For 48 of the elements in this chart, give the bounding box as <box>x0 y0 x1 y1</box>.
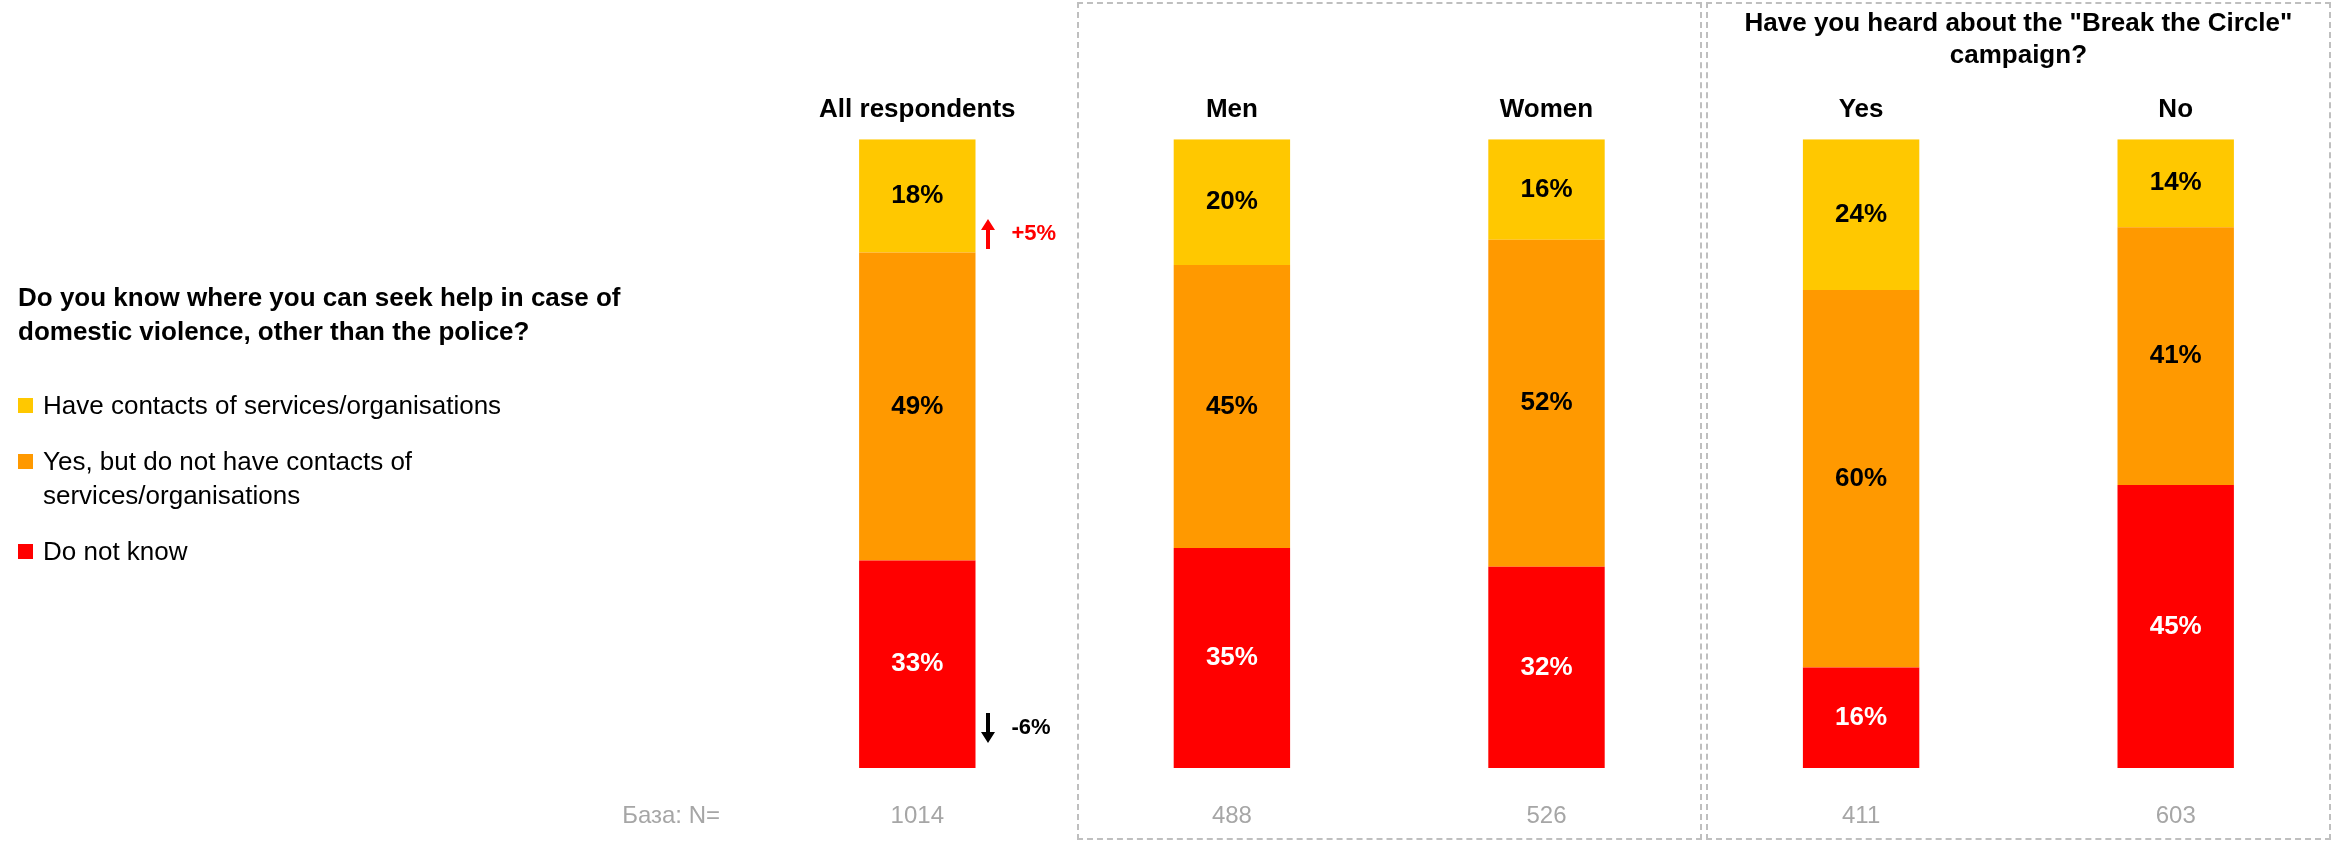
x-tick-label: No <box>2158 92 2194 123</box>
data-label: 45% <box>2149 609 2202 640</box>
x-tick-label: Yes <box>1838 92 1884 123</box>
data-label: 24% <box>1835 197 1888 228</box>
bar <box>859 139 976 253</box>
legend-label: Have contacts of services/organisations <box>43 389 502 422</box>
bar <box>1488 139 1605 240</box>
data-label: 33% <box>891 647 944 678</box>
data-label: 60% <box>1835 461 1888 492</box>
bar <box>2117 485 2234 768</box>
bar <box>1488 239 1605 567</box>
text: 526 <box>1526 800 1567 828</box>
bar <box>1802 667 1920 768</box>
bar <box>2117 227 2234 486</box>
data-label: 41% <box>2149 339 2202 370</box>
text: 488 <box>1211 800 1252 828</box>
x-tick-label: Women <box>1499 92 1594 123</box>
text: База: N= <box>622 800 720 828</box>
text: 1014 <box>890 800 944 828</box>
legend-label: Do not know <box>43 535 188 568</box>
bar <box>859 560 976 768</box>
data-label: 16% <box>1835 700 1888 731</box>
annotation: -6% <box>1011 714 1051 740</box>
bar <box>1488 566 1605 768</box>
data-label: 35% <box>1205 641 1258 672</box>
bar <box>1173 139 1291 265</box>
data-label: 14% <box>2149 166 2202 197</box>
data-label: 32% <box>1520 650 1573 681</box>
bar <box>859 252 976 561</box>
x-tick-label: Men <box>1205 92 1258 123</box>
bar <box>1173 547 1291 768</box>
text: 411 <box>1841 800 1881 828</box>
data-label: 49% <box>891 389 944 420</box>
bar <box>2117 139 2234 228</box>
data-label: 16% <box>1520 172 1573 203</box>
text: 603 <box>2155 800 2196 828</box>
data-label: 20% <box>1205 185 1258 216</box>
data-label: 52% <box>1520 386 1573 417</box>
bar <box>1802 290 1920 668</box>
data-label: 45% <box>1205 389 1258 420</box>
bar <box>1802 139 1920 291</box>
data-label: 18% <box>891 178 944 209</box>
chart-subtitle: Have you heard about the "Break the Circle" campaign? <box>1743 6 2294 70</box>
annotation: +5% <box>1011 220 1057 246</box>
x-tick-label: All respondents <box>819 92 1016 123</box>
text: Do you know where you can seek help in case of domestic violence, other than the police? <box>18 281 622 348</box>
legend-label: Yes, but do not have contacts of services/organisations <box>43 445 414 512</box>
bar <box>1173 264 1291 548</box>
